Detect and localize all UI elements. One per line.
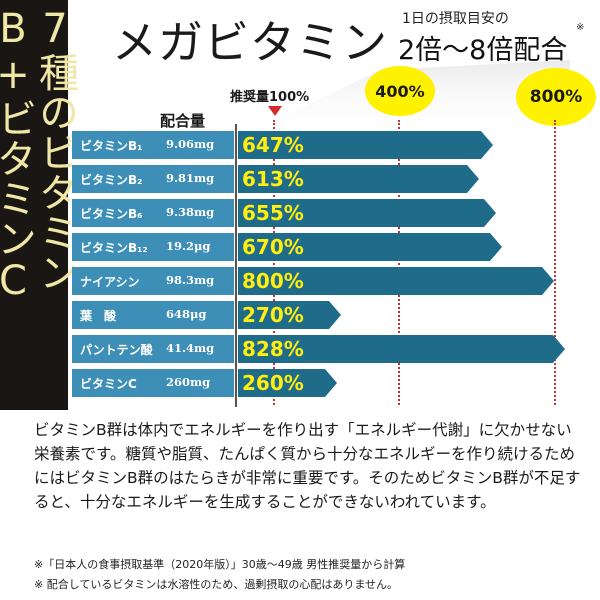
vitamin-row: 葉 酸 648μg 270% [72,301,592,329]
bar-arrowhead [480,131,493,159]
vitamin-label: 葉 酸 648μg [72,301,234,329]
bar-arrowhead [466,165,479,193]
vitamin-name: パントテン酸 [80,343,153,357]
reference-line-100 [273,120,275,405]
vitamin-label: ビタミンB₆ 9.38mg [72,199,234,227]
vitamin-label: ビタミンB₁ 9.06mg [72,131,234,159]
vitamin-name: ビタミンB₆ [80,207,143,221]
vitamin-percent: 800% [242,269,304,293]
subtitle-mark: ※ [576,22,585,33]
vitamin-label: ナイアシン 98.3mg [72,267,234,295]
reference-line-400 [398,120,400,405]
bar-arrowhead [553,335,566,363]
bar-arrowhead [325,369,338,397]
vitamin-label: ビタミンC 260mg [72,369,234,397]
vitamin-label: ビタミンB₁₂ 19.2μg [72,233,234,261]
vitamin-name: ビタミンB₂ [80,173,143,187]
vitamin-name: ビタミンB₁₂ [80,241,148,255]
reference-line-800 [554,120,556,405]
vitamin-bar [238,199,496,227]
note-1: ※「日本人の食事摂取基準（2020年版）」30歳〜49歳 男性推奨量から計算 [34,558,406,571]
vitamin-name: 葉 酸 [80,309,117,323]
reference-marker-icon [268,106,282,116]
main-title: メガビタミン [112,16,389,69]
subtitle-large: 2倍〜8倍配合 [398,35,568,66]
vitamin-bar [238,335,566,363]
vitamin-percent: 655% [242,201,304,225]
vitamin-bar [238,165,479,193]
description: ビタミンB群は体内でエネルギーを作り出す「エネルギー代謝」に欠かせない栄養素です… [34,421,581,511]
vitamin-name: ビタミンC [80,377,137,391]
vitamin-name: ナイアシン [80,275,140,289]
vitamin-percent: 613% [242,167,304,191]
vitamin-bar [238,233,502,261]
vitamin-amount: 41.4mg [166,341,215,355]
badge-800: 800% [516,68,596,126]
vitamin-amount: 260mg [166,375,211,389]
vitamin-label: ビタミンB₂ 9.81mg [72,165,234,193]
vitamin-bar [238,369,338,397]
vitamin-bar [238,301,342,329]
bar-arrowhead [329,301,342,329]
vitamin-percent: 647% [242,133,304,157]
vitamin-amount: 98.3mg [166,273,215,287]
vitamin-percent: 260% [242,371,304,395]
vitamin-amount: 9.38mg [166,205,215,219]
side-title: 7種のビタミンB+ビタミンC [0,6,78,304]
vitamin-name: ビタミンB₁ [80,139,143,153]
badge-400: 400% [365,66,435,116]
vitamin-amount: 9.81mg [166,171,215,185]
vitamin-amount: 648μg [166,307,207,321]
bar-arrowhead [489,233,502,261]
vitamin-row: パントテン酸 41.4mg 828% [72,335,592,363]
vitamin-percent: 828% [242,337,304,361]
bar-arrowhead [483,199,496,227]
chart-axis [235,124,237,407]
vitamin-amount: 19.2μg [166,239,211,253]
vitamin-row: ビタミンB₁ 9.06mg 647% [72,131,592,159]
reference-label: 推奨量100% [230,90,310,105]
side-banner: 7種のビタミンB+ビタミンC [0,0,78,410]
vitamin-percent: 270% [242,303,304,327]
bar-arrowhead [542,267,554,295]
vitamin-bar [238,131,493,159]
vitamin-label: パントテン酸 41.4mg [72,335,234,363]
vitamin-bar [238,267,554,295]
vitamin-row: ビタミンB₁₂ 19.2μg 670% [72,233,592,261]
column-header: 配合量 [160,112,206,130]
vitamin-row: ビタミンC 260mg 260% [72,369,592,397]
vitamin-row: ビタミンB₆ 9.38mg 655% [72,199,592,227]
subtitle-small: 1日の摂取目安の [402,11,509,27]
vitamin-percent: 670% [242,235,304,259]
note-2: ※ 配合しているビタミンは水溶性のため、過剰摂取の心配はありません。 [34,578,399,591]
vitamin-amount: 9.06mg [166,137,215,151]
vitamin-row: ナイアシン 98.3mg 800% [72,267,592,295]
vitamin-row: ビタミンB₂ 9.81mg 613% [72,165,592,193]
